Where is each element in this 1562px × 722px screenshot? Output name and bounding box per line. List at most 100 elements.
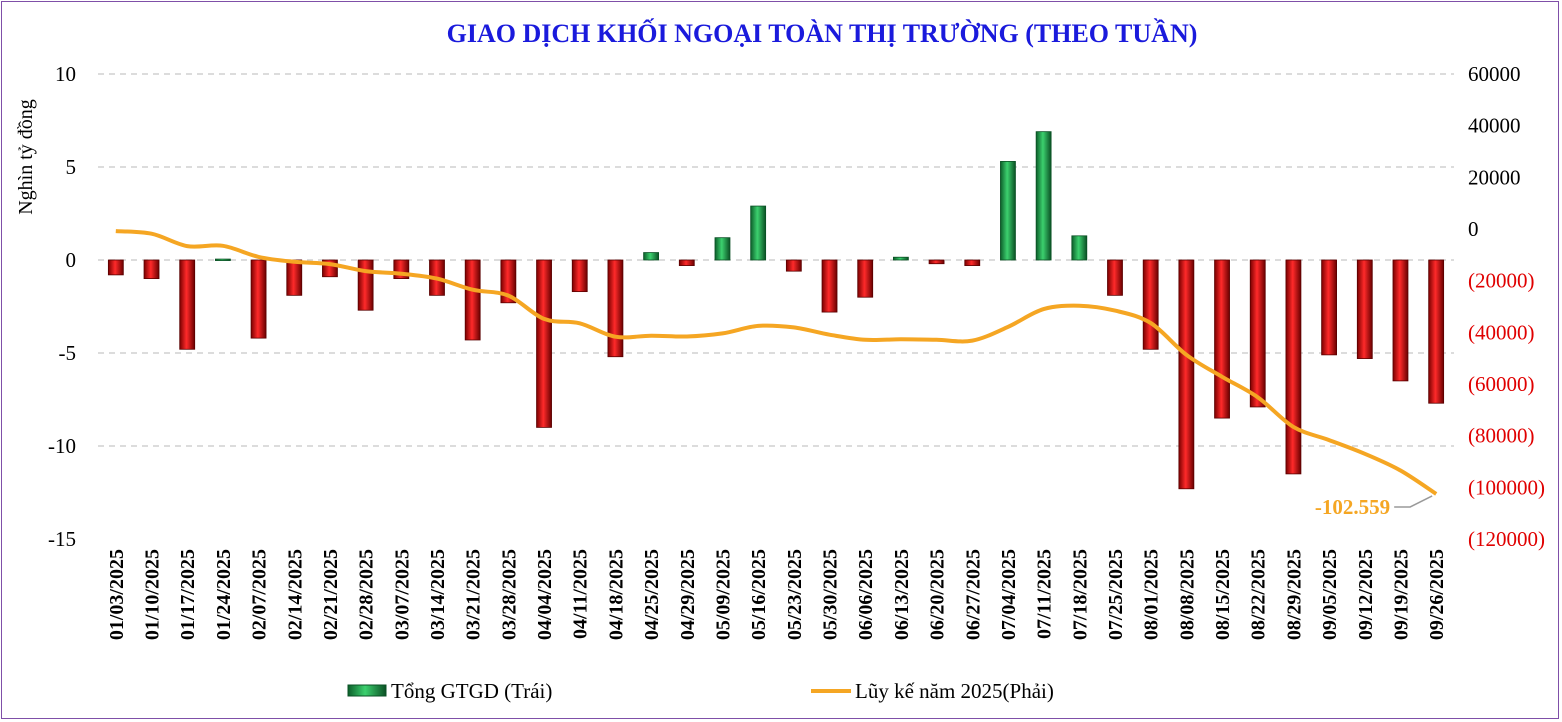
bar [215,258,231,261]
x-tick-label: 03/21/2025 [463,549,485,640]
bar [607,259,624,358]
bar [357,259,374,311]
bar [1428,259,1445,404]
x-tick-label: 04/04/2025 [534,549,556,640]
legend-line-label: Lũy kế năm 2025(Phải) [855,679,1054,703]
bar [714,237,731,261]
bar [464,259,481,341]
x-tick-label: 06/13/2025 [891,549,913,640]
x-tick-label: 05/30/2025 [820,549,842,640]
right-tick-label: (120000) [1468,527,1545,551]
bar [571,259,588,293]
bar [964,259,981,266]
right-tick-label: (20000) [1468,269,1535,293]
x-tick-label: 08/22/2025 [1248,549,1270,640]
bar [1035,131,1052,261]
x-tick-label: 01/17/2025 [177,549,199,640]
bar [750,205,767,261]
bar [286,259,303,296]
x-tick-label: 02/21/2025 [320,549,342,640]
x-tick-label: 02/07/2025 [249,549,271,640]
bar [678,259,695,266]
right-axis: 60000 40000 20000 0 (20000) (40000) (60000) (80… [1468,62,1545,551]
bar [857,259,874,298]
left-tick-label: 0 [66,248,77,272]
x-tick-label: 06/20/2025 [927,549,949,640]
right-tick-label: (40000) [1468,320,1535,344]
bar [821,259,838,313]
x-tick-label: 08/15/2025 [1212,549,1234,640]
bar [1321,259,1337,356]
x-tick-label: 04/29/2025 [677,549,699,640]
bar-series [107,131,1445,490]
annotation-label: -102.559 [1315,495,1390,519]
bar [928,259,945,265]
legend: Tổng GTGD (Trái) Lũy kế năm 2025(Phải) [347,679,1054,703]
x-tick-label: 07/04/2025 [998,549,1020,640]
x-tick-label: 08/01/2025 [1141,549,1163,640]
annotation-leader [1394,495,1433,508]
chart-title: GIAO DỊCH KHỐI NGOẠI TOÀN THỊ TRƯỜNG (TH… [447,19,1198,48]
x-tick-label: 01/10/2025 [142,549,164,640]
bar [1071,235,1088,261]
x-tick-label: 08/08/2025 [1176,549,1198,640]
x-tick-label: 07/18/2025 [1069,549,1091,640]
x-tick-label: 08/29/2025 [1283,549,1305,640]
x-tick-label: 02/28/2025 [356,549,378,640]
bar [893,256,909,261]
cumulative-line [115,229,1438,496]
x-tick-label: 09/12/2025 [1355,549,1377,640]
right-tick-label: (100000) [1468,475,1545,499]
bar [1178,259,1195,490]
left-axis: 10 5 0 -5 -10 -15 [48,62,76,551]
legend-bar-label: Tổng GTGD (Trái) [391,679,552,703]
x-axis: 01/03/2025 01/10/2025 01/17/2025 01/24/2025… [106,549,1448,640]
x-tick-label: 05/09/2025 [712,549,734,640]
bar [1392,259,1409,382]
bar [179,259,196,350]
right-tick-label: 40000 [1468,114,1521,138]
x-tick-label: 01/03/2025 [106,549,128,640]
x-tick-label: 01/24/2025 [213,549,235,640]
x-tick-label: 09/05/2025 [1319,549,1341,640]
x-tick-label: 03/07/2025 [391,549,413,640]
bar [107,259,124,276]
bar [643,252,659,261]
x-tick-label: 02/14/2025 [284,549,306,640]
bar [1000,161,1016,261]
x-tick-label: 05/16/2025 [748,549,770,640]
bar [536,259,552,428]
annotations: -102.559 [1315,495,1433,519]
x-tick-label: 03/28/2025 [498,549,520,640]
bar [1285,259,1302,475]
bar [1142,259,1159,350]
left-tick-label: -15 [48,527,76,551]
bar [1249,259,1266,408]
line-series [115,229,1438,496]
legend-bar-swatch [347,684,387,697]
left-tick-label: -5 [59,341,77,365]
bar [143,259,160,280]
x-tick-label: 06/06/2025 [855,549,877,640]
bar [1107,259,1123,296]
x-tick-label: 07/25/2025 [1105,549,1127,640]
x-tick-label: 04/25/2025 [641,549,663,640]
right-tick-label: (60000) [1468,372,1535,396]
right-tick-label: (80000) [1468,424,1535,448]
left-tick-label: 10 [55,62,76,86]
x-tick-label: 04/18/2025 [605,549,627,640]
left-tick-label: -10 [48,434,76,458]
bar [1214,259,1230,419]
x-tick-label: 09/19/2025 [1390,549,1412,640]
x-tick-label: 05/23/2025 [784,549,806,640]
bar [1356,259,1373,359]
right-tick-label: 20000 [1468,165,1521,189]
x-tick-label: 06/27/2025 [962,549,984,640]
bar [500,259,517,304]
y-axis-label: Nghìn tỷ đồng [15,99,37,215]
left-tick-label: 5 [66,155,77,179]
bar [785,259,802,272]
bar [250,259,267,339]
